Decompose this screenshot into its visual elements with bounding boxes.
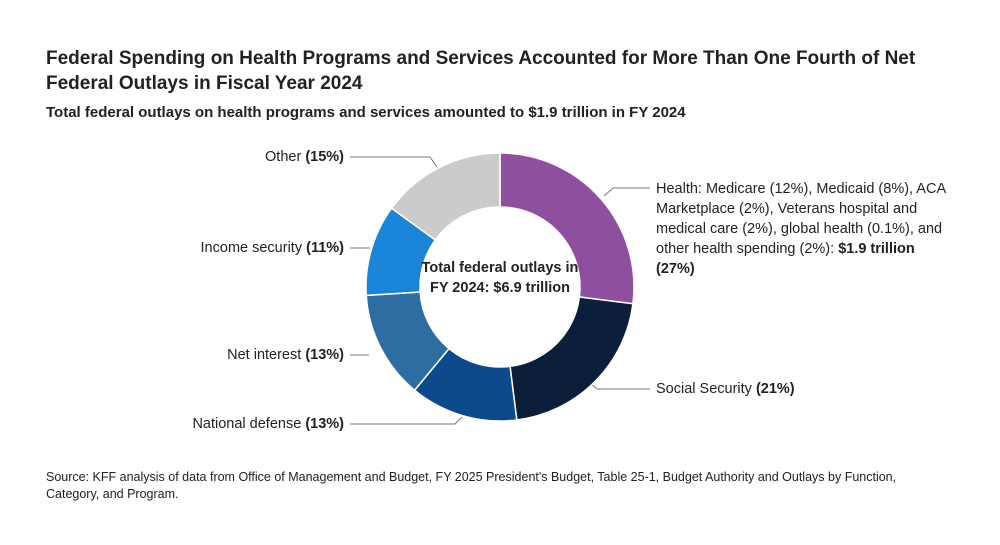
slice-label: Health: Medicare (12%), Medicaid (8%), A… (656, 179, 956, 279)
category-name: Health: Medicare (12%), Medicaid (8%), A… (656, 181, 946, 257)
value-label: (11%) (306, 240, 344, 256)
slice-label: National defense (13%) (192, 414, 344, 434)
donut-slice (499, 152, 635, 305)
leader-line (350, 416, 463, 425)
donut-slice (390, 152, 501, 242)
slice-label: Income security (11%) (201, 238, 344, 258)
slice-label: Other (15%) (265, 147, 344, 167)
source-note: Source: KFF analysis of data from Office… (46, 470, 897, 501)
donut-slice (509, 296, 634, 421)
value-label: (27%) (656, 261, 695, 277)
category-name: National defense (192, 416, 302, 432)
category-name: Income security (200, 240, 303, 256)
slice-label: Social Security (21%) (656, 379, 795, 399)
leader-line (350, 156, 438, 168)
amount-label: $1.9 trillion (838, 241, 915, 257)
value-label: (13%) (305, 347, 344, 363)
chart-title: Federal Spending on Health Programs and … (46, 48, 916, 94)
leader-line (603, 187, 650, 197)
category-name: Net interest (227, 347, 302, 363)
leader-line (587, 380, 650, 390)
value-label: (21%) (755, 381, 795, 397)
slice-label: Net interest (13%) (227, 345, 344, 365)
center-label: Total federal outlays in FY 2024: $6.9 t… (421, 260, 579, 296)
category-name: Other (265, 149, 302, 165)
value-label: (15%) (305, 149, 344, 165)
category-name: Social Security (656, 381, 752, 397)
chart-subtitle: Total federal outlays on health programs… (46, 104, 686, 121)
value-label: (13%) (305, 416, 344, 432)
